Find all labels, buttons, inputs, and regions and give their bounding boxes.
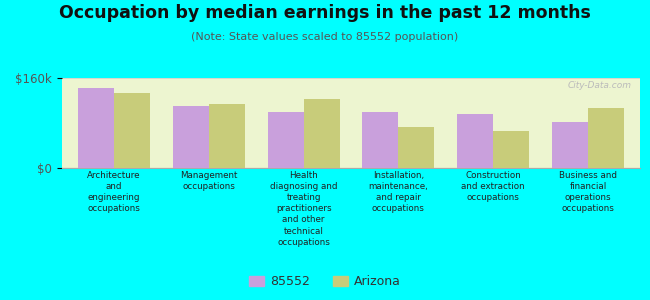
Text: Health
diagnosing and
treating
practitioners
and other
technical
occupations: Health diagnosing and treating practitio… bbox=[270, 171, 337, 247]
Bar bbox=[268, 112, 304, 168]
Bar bbox=[398, 127, 434, 168]
Text: Architecture
and
engineering
occupations: Architecture and engineering occupations bbox=[87, 171, 140, 213]
Text: City-Data.com: City-Data.com bbox=[567, 81, 632, 90]
Bar bbox=[209, 104, 245, 168]
Text: Management
occupations: Management occupations bbox=[180, 171, 237, 191]
Text: Business and
financial
operations
occupations: Business and financial operations occupa… bbox=[559, 171, 617, 213]
Bar bbox=[552, 122, 588, 168]
Bar bbox=[363, 112, 398, 168]
Text: (Note: State values scaled to 85552 population): (Note: State values scaled to 85552 popu… bbox=[191, 32, 459, 41]
Bar bbox=[78, 88, 114, 168]
Bar bbox=[114, 93, 150, 168]
Bar bbox=[304, 99, 339, 168]
Text: Occupation by median earnings in the past 12 months: Occupation by median earnings in the pas… bbox=[59, 4, 591, 22]
Text: Construction
and extraction
occupations: Construction and extraction occupations bbox=[462, 171, 525, 202]
Bar bbox=[457, 114, 493, 168]
Text: Installation,
maintenance,
and repair
occupations: Installation, maintenance, and repair oc… bbox=[369, 171, 428, 213]
Legend: 85552, Arizona: 85552, Arizona bbox=[246, 273, 404, 291]
Bar bbox=[173, 106, 209, 168]
Bar bbox=[493, 131, 529, 168]
Bar bbox=[588, 108, 624, 168]
